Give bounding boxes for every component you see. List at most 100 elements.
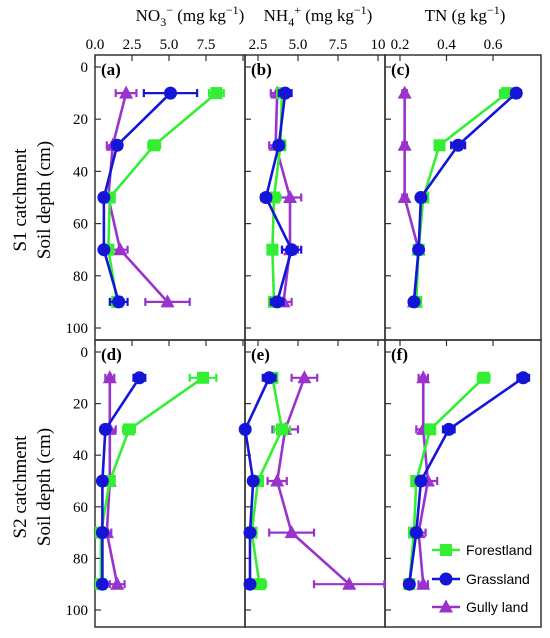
data-point [243,577,257,591]
legend-label: Gully land [466,599,528,615]
data-point [397,85,412,99]
panel-letter: (b) [251,60,272,79]
data-point [397,137,412,151]
y-axis-label: Soil depth (cm) [34,141,55,259]
y-tick-label: 100 [66,603,89,619]
x-tick-label: 7.5 [197,37,216,53]
column-title-part: 3 [160,15,166,29]
data-point [409,526,423,540]
legend-label: Grassland [466,571,530,587]
y-axis-label: Soil depth (cm) [34,428,55,546]
y-tick-label: 80 [73,269,88,285]
data-point [284,525,299,539]
data-point [253,578,266,591]
column-title-part: −1 [226,3,239,17]
data-point [283,190,297,203]
data-point [270,473,285,487]
y-tick-label: 20 [73,397,88,413]
y-tick-label: 40 [73,164,88,180]
data-point [95,577,109,591]
y-tick-label: 60 [73,217,88,233]
column-title-part: ) [367,6,373,25]
panel-frame [384,339,542,628]
column-title-part: ) [239,6,245,25]
data-point [102,370,117,384]
x-tick-label: 10 [371,37,386,53]
x-tick-label: 5.0 [289,37,308,53]
data-point [407,295,421,309]
column-title-part: 4 [288,15,294,29]
data-point [97,191,111,204]
data-point [433,139,446,152]
x-tick-label: 7.5 [329,37,348,53]
data-point [262,371,276,385]
data-point [246,474,260,488]
data-point [95,474,109,488]
x-tick-label: 0.4 [437,37,456,53]
column-title-part: TN (g kg [425,6,488,25]
row-title: S1 catchment [10,148,31,252]
column-title-part: (mg kg [173,6,226,25]
column-title: NO3− (mg kg−1) [136,3,245,29]
data-point [132,371,146,385]
panel-letter: (d) [101,345,122,364]
column-title-part: NH [264,6,289,25]
data-point [259,191,273,204]
data-point [119,85,134,99]
x-tick-label: 0.6 [484,37,503,53]
y-tick-label: 40 [73,448,88,464]
data-point [509,86,523,100]
x-tick-label: 2.5 [123,37,142,53]
data-point [516,371,530,385]
data-point [148,139,161,152]
legend-marker [439,599,453,613]
data-point [451,138,465,152]
y-tick-label: 60 [73,500,88,516]
legend-marker [439,572,453,586]
x-tick-label: 0.2 [391,37,410,53]
legend-label: Forestland [466,542,532,558]
data-point [416,576,431,590]
data-point [266,243,279,256]
column-title-part: (mg kg [301,6,354,25]
data-point [416,370,431,384]
data-point [112,295,126,309]
data-point [278,86,292,100]
data-point [97,243,111,257]
data-point [270,295,284,309]
data-point [272,138,286,152]
data-point [110,576,125,590]
data-point [160,294,175,308]
panel-letter: (f) [391,345,408,364]
y-tick-label: 0 [81,345,89,361]
column-title-part: + [294,3,301,17]
series-line [107,92,218,303]
data-point [95,526,109,540]
panel-letter: (e) [251,345,270,364]
x-tick-label: 2.5 [249,37,268,53]
column-title-part: −1 [354,3,367,17]
data-point [412,243,426,257]
y-tick-label: 0 [81,60,89,76]
y-tick-label: 80 [73,551,88,567]
data-point [276,423,288,436]
column-title-part: ) [500,6,506,25]
x-tick-label: 0.0 [86,37,105,53]
series-line [414,92,508,302]
data-point [402,577,416,591]
data-point [238,422,252,436]
data-point [442,422,456,436]
data-point [210,87,223,100]
panel-letter: (c) [391,60,410,79]
data-point [197,371,210,384]
column-title: NH4+ (mg kg−1) [264,3,373,29]
column-title: TN (g kg−1) [425,3,506,25]
legend-marker [440,544,452,556]
data-point [477,371,490,384]
data-point [285,243,299,257]
data-point [297,370,312,384]
data-point [342,576,357,590]
y-tick-label: 20 [73,112,88,128]
